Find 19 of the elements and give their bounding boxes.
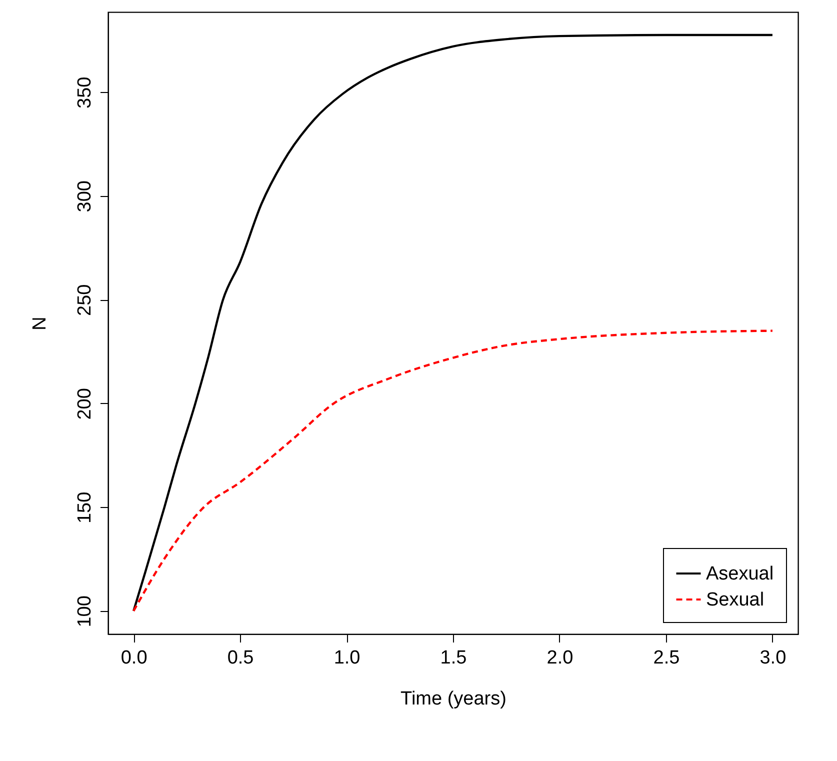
x-tick-label: 3.0 [760,648,786,668]
y-tick-label: 100 [74,596,96,628]
y-tick-label: 300 [74,180,96,212]
y-axis-title: N [30,316,50,330]
y-tick-label: 150 [74,492,96,524]
legend-label: Asexual [706,564,774,584]
line-series [132,34,774,612]
x-tick-label: 0.5 [227,648,254,668]
x-tick-label: 1.0 [334,648,360,668]
x-axis-title: Time (years) [400,688,506,710]
x-tick-label: 0.0 [120,648,148,668]
legend-label: Sexual [706,590,764,610]
x-tick-label: 1.5 [440,648,467,668]
line-series [132,330,774,612]
x-tick-label: 2.5 [653,648,680,668]
x-tick-label: 2.0 [546,648,574,668]
y-tick-label: 350 [74,76,96,108]
y-tick-label: 250 [74,284,96,316]
y-tick-label: 200 [74,388,96,420]
